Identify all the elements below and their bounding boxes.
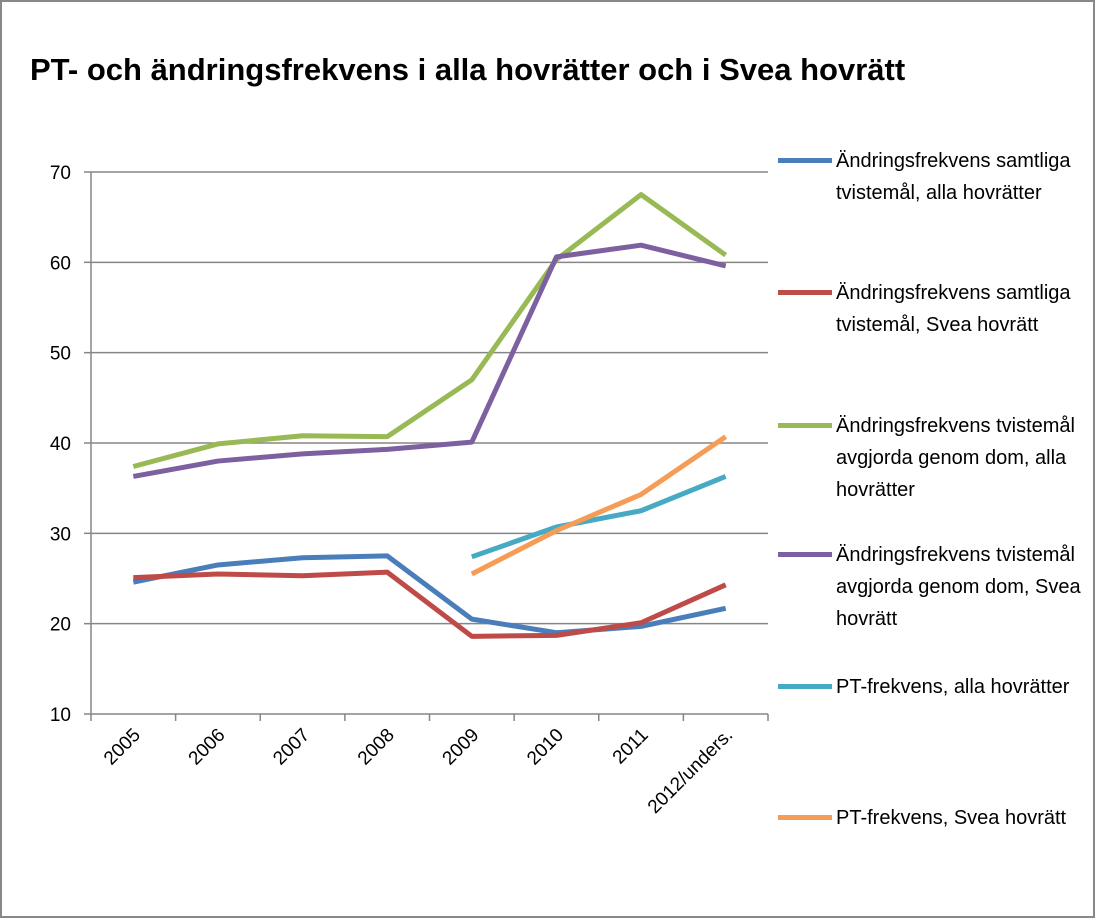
legend-label: Ändringsfrekvens samtliga tvistemål, Sve… xyxy=(836,282,1071,336)
x-tick-label: 2009 xyxy=(439,725,484,770)
series-line xyxy=(132,242,727,479)
legend-label: PT-frekvens, alla hovrätter xyxy=(836,676,1070,698)
x-tick-label: 2010 xyxy=(523,725,568,770)
series-line xyxy=(132,192,728,469)
legend-item: Ändringsfrekvens tvistemål avgjorda geno… xyxy=(778,539,1096,635)
x-tick-label: 2012/unders. xyxy=(644,725,737,818)
x-tick-label: 2005 xyxy=(100,725,145,770)
legend-swatch xyxy=(778,552,832,557)
y-tick-label: 60 xyxy=(50,253,71,274)
y-tick-label: 70 xyxy=(50,163,71,184)
legend-item: PT-frekvens, alla hovrätter xyxy=(778,671,1096,703)
chart-title: PT- och ändringsfrekvens i alla hovrätte… xyxy=(30,52,905,87)
x-tick-label: 2011 xyxy=(609,725,653,769)
legend-label: Ändringsfrekvens tvistemål avgjorda geno… xyxy=(836,544,1081,630)
legend-item: Ändringsfrekvens samtliga tvistemål, Sve… xyxy=(778,277,1096,341)
x-tick-label: 2008 xyxy=(354,725,399,770)
y-tick-label: 30 xyxy=(50,524,71,545)
series-line xyxy=(470,434,728,577)
legend-swatch xyxy=(778,815,832,820)
series-line xyxy=(132,553,727,636)
y-tick-label: 40 xyxy=(50,434,71,455)
series-line xyxy=(470,474,727,560)
legend-item: Ändringsfrekvens tvistemål avgjorda geno… xyxy=(778,410,1096,506)
legend-swatch xyxy=(778,158,832,163)
legend-label: Ändringsfrekvens samtliga tvistemål, all… xyxy=(836,150,1071,204)
legend-label: Ändringsfrekvens tvistemål avgjorda geno… xyxy=(836,415,1075,501)
legend-label: PT-frekvens, Svea hovrätt xyxy=(836,807,1067,829)
legend-item: PT-frekvens, Svea hovrätt xyxy=(778,802,1096,834)
x-tick-label: 2006 xyxy=(185,725,230,770)
y-tick-label: 10 xyxy=(50,705,71,726)
x-tick-label: 2007 xyxy=(269,725,314,770)
legend-swatch xyxy=(778,423,832,428)
y-tick-label: 50 xyxy=(50,344,71,365)
series-line xyxy=(133,569,727,639)
legend-swatch xyxy=(778,684,832,689)
y-tick-label: 20 xyxy=(50,615,71,636)
legend-swatch xyxy=(778,290,832,295)
legend-item: Ändringsfrekvens samtliga tvistemål, all… xyxy=(778,145,1096,209)
